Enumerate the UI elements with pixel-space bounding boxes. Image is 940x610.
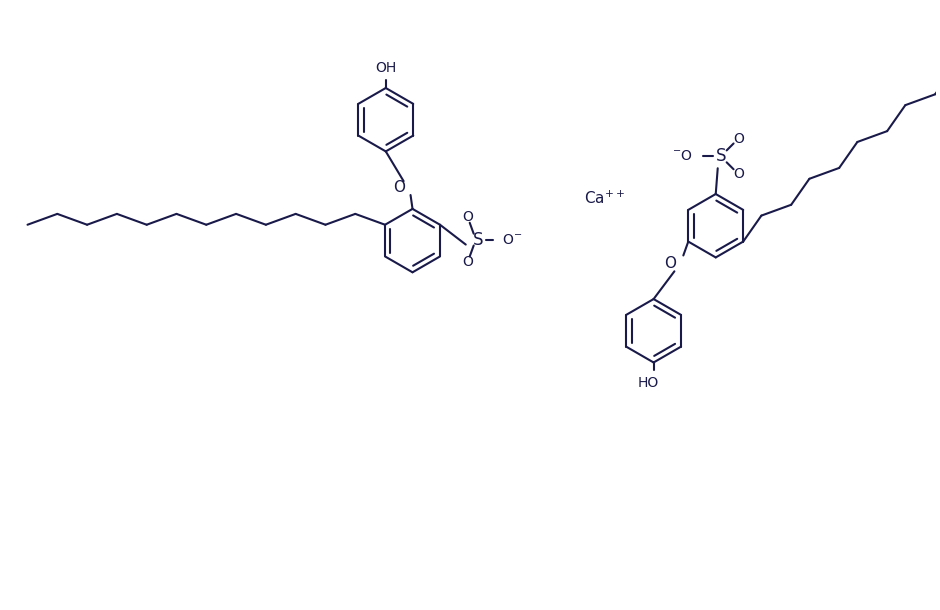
Text: HO: HO	[638, 376, 659, 390]
Text: OH: OH	[375, 61, 397, 75]
Text: O: O	[665, 256, 677, 271]
Text: S: S	[715, 148, 726, 165]
Text: O: O	[462, 210, 473, 224]
Text: O: O	[394, 179, 405, 195]
Text: $^{-}$O: $^{-}$O	[672, 149, 693, 163]
Text: S: S	[473, 231, 483, 249]
Text: O: O	[733, 132, 744, 146]
Text: O: O	[462, 256, 473, 270]
Text: O: O	[733, 167, 744, 181]
Text: O$^{-}$: O$^{-}$	[502, 232, 523, 246]
Text: Ca$^{++}$: Ca$^{++}$	[584, 189, 624, 207]
